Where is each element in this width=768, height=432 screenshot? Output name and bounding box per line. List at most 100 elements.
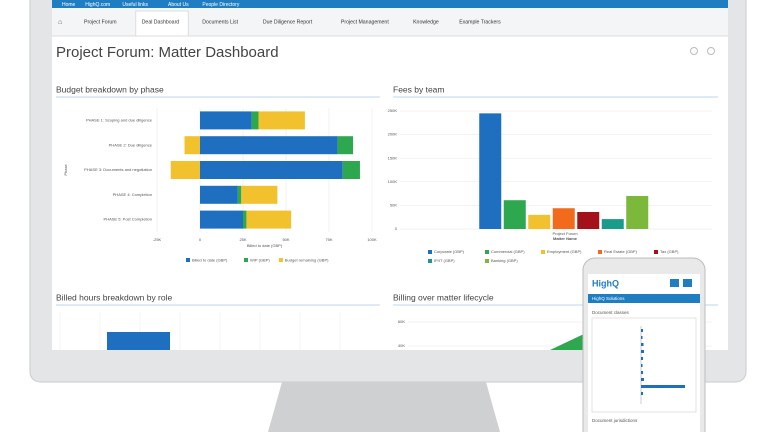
legend-label: Tax (GBP) [660, 249, 679, 254]
x-axis-label: Billed to date (GBP) [247, 243, 283, 248]
legend-label: Real Estate (GBP) [604, 249, 638, 254]
bar-segment [258, 111, 305, 130]
y-axis-label: Phase [63, 164, 68, 176]
phone-bar [641, 336, 643, 339]
phone-logo: HighQ [592, 278, 619, 288]
nav-item[interactable]: Home [62, 2, 76, 8]
bar-segment [200, 136, 338, 155]
phone-chart [640, 326, 685, 404]
bar-segment [241, 185, 278, 204]
tab[interactable]: Example Trackers [459, 19, 501, 25]
bar-segment [243, 210, 247, 229]
x-tick-label: 0 [199, 237, 202, 242]
legend-swatch [244, 258, 248, 262]
panel-title: Fees by team [393, 84, 445, 94]
page-title: Project Forum: Matter Dashboard [56, 44, 279, 61]
x-tick-label: -25K [153, 237, 162, 242]
active-tab [135, 10, 189, 37]
legend-label: Commercial (GBP) [491, 249, 525, 254]
legend-swatch [541, 250, 545, 254]
monitor-stand [268, 382, 500, 432]
nav-item[interactable]: People Directory [202, 2, 239, 8]
top-nav [52, 0, 728, 8]
tab[interactable]: Project Management [341, 19, 389, 25]
legend-label: Banking (GBP) [491, 258, 518, 263]
legend-label: Billed to date (GBP) [192, 258, 228, 263]
star-icon[interactable] [690, 47, 698, 55]
y-tick-label: PHASE 1: Scoping and due diligence [86, 117, 153, 122]
tab[interactable]: Documents List [202, 19, 238, 25]
y-tick-label: PHASE 3: Documents and negotiation [84, 167, 152, 172]
y-tick-label: 0 [395, 226, 398, 231]
phone-section-title: Document jurisdictions [592, 418, 638, 423]
phone-bar [641, 364, 643, 367]
phone-bar [641, 385, 685, 388]
phone-bar [641, 371, 643, 374]
bar-segment [337, 136, 354, 155]
bar [601, 219, 624, 229]
tab[interactable]: Due Diligence Report [263, 19, 313, 25]
bar [479, 113, 502, 229]
legend-label: WIP (GBP) [250, 258, 270, 263]
tab[interactable]: Project Forum [84, 19, 117, 25]
legend-swatch [654, 250, 658, 254]
nav-item[interactable]: Useful links [122, 2, 148, 8]
y-tick-label: 100K [388, 179, 398, 184]
legend-label: Corporate (GBP) [434, 249, 465, 254]
legend-swatch [485, 250, 489, 254]
phone-bar [641, 378, 644, 381]
bar-segment [237, 185, 242, 204]
x-tick-label: 100K [367, 237, 377, 242]
panel-title: Billed hours breakdown by role [56, 292, 173, 302]
legend-swatch [428, 259, 432, 263]
phone-section-title: Document classes [592, 310, 630, 315]
x-tick-label: 75K [325, 237, 332, 242]
y-tick-label: 250K [388, 108, 398, 113]
x-axis-label: Matter Name [553, 236, 578, 241]
legend-swatch [278, 258, 283, 262]
y-tick-label: 40K [398, 343, 405, 348]
home-icon: ⌂ [58, 19, 62, 26]
bar-segment [200, 185, 238, 204]
tab[interactable]: Knowledge [413, 19, 439, 25]
bar-segment [184, 136, 200, 155]
panel-title: Budget breakdown by phase [56, 84, 164, 94]
bar-segment [200, 210, 243, 229]
bar-segment [170, 161, 200, 179]
area [550, 333, 586, 350]
phone-bar [641, 329, 643, 332]
panel-title: Billing over matter lifecycle [393, 292, 494, 302]
bar-segment [200, 161, 343, 179]
x-tick-label: 25K [239, 237, 246, 242]
phone-icon[interactable] [683, 279, 692, 287]
phone-menu[interactable]: HighQ Solutions [592, 296, 625, 301]
nav-item[interactable]: About Us [168, 2, 189, 8]
bar [626, 195, 649, 229]
x-tick-label: 50K [282, 237, 289, 242]
bar-segment [200, 111, 252, 130]
phone-icon[interactable] [670, 279, 679, 287]
bar [528, 214, 551, 229]
bar-segment [342, 161, 360, 179]
options-icon[interactable] [707, 47, 715, 55]
bar [552, 208, 575, 229]
bar [503, 200, 526, 229]
legend-swatch [428, 250, 432, 254]
y-tick-label: 150K [388, 155, 398, 160]
legend-label: Employment (GBP) [547, 249, 582, 254]
y-tick-label: 200K [388, 132, 398, 137]
phone-bar [641, 357, 643, 360]
phone-chart-frame [591, 317, 697, 413]
y-tick-label: 50K [390, 202, 397, 207]
phone-menu-bar [588, 294, 700, 303]
phone-bar [641, 392, 643, 395]
nav-item[interactable]: HighQ.com [85, 2, 110, 8]
content: Home HighQ.com Useful links About Us People … [56, 2, 718, 350]
bar-segment [251, 111, 259, 130]
tab[interactable]: Deal Dashboard [142, 19, 180, 25]
y-tick-label: 60K [398, 319, 405, 324]
bar-segment [246, 210, 292, 229]
bar [577, 212, 600, 229]
